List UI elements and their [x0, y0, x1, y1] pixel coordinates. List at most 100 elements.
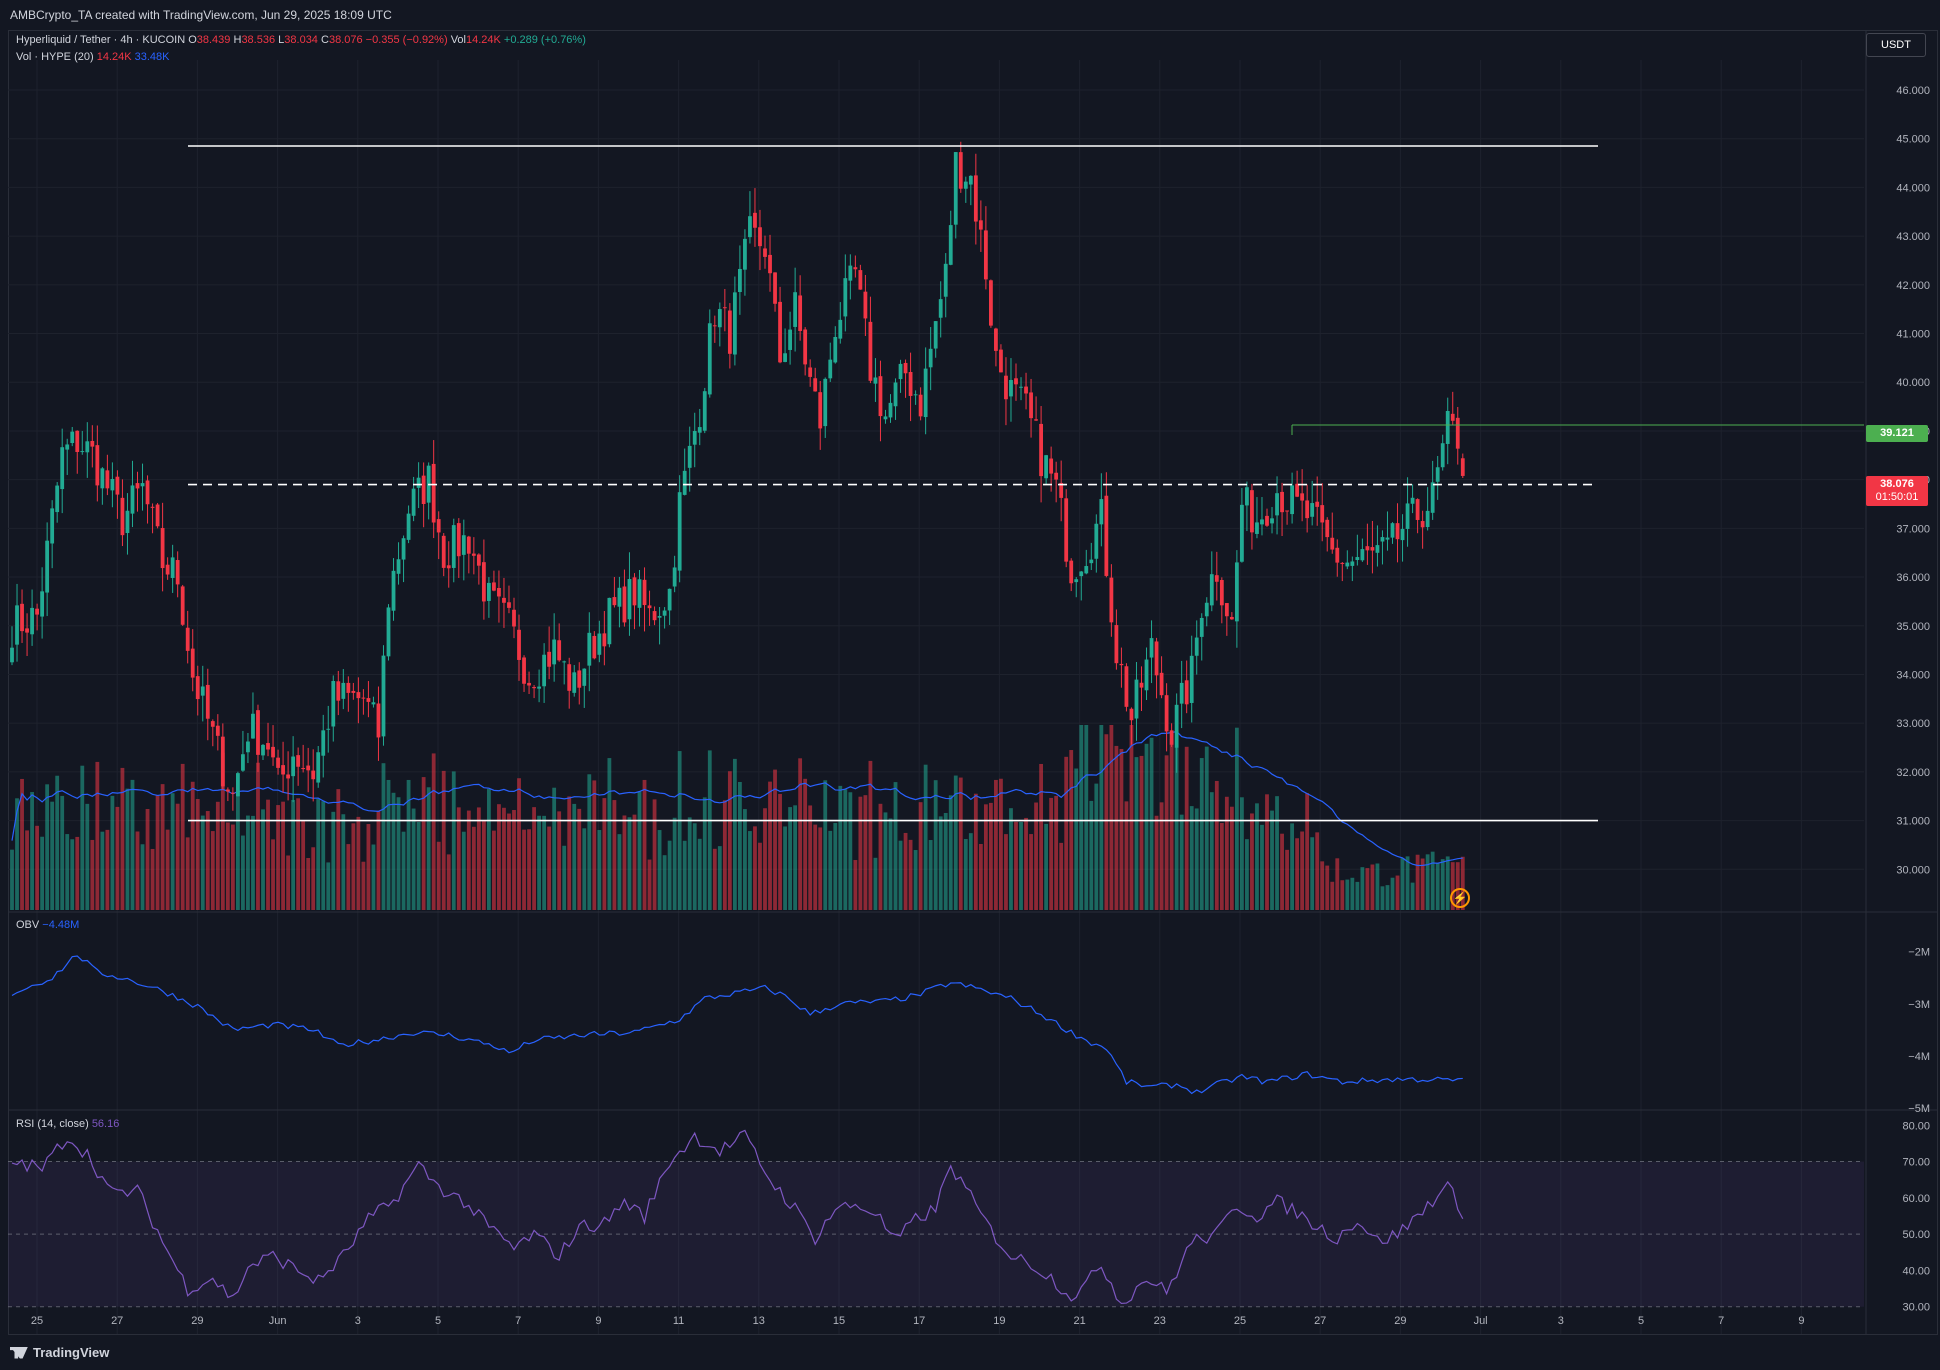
volume-bar	[1275, 796, 1279, 910]
candle-body	[1184, 680, 1189, 705]
volume-bar	[1089, 800, 1094, 910]
volume-bar	[301, 820, 306, 910]
volume-bar	[732, 758, 737, 910]
rsi-label[interactable]: RSI (14, close)	[16, 1118, 89, 1130]
candle-body	[346, 682, 351, 693]
candle-body	[200, 686, 205, 696]
volume-bar	[426, 787, 431, 910]
time-tick-label: 11	[673, 1315, 684, 1327]
candle-body	[70, 431, 75, 444]
volume-bar	[903, 832, 908, 910]
candle-body	[507, 602, 511, 608]
candle-body	[682, 470, 687, 495]
candle-body	[1039, 423, 1043, 477]
candle-body	[311, 770, 316, 780]
candle-body	[281, 765, 285, 775]
tradingview-logo[interactable]: TradingView	[10, 1345, 109, 1360]
candle-body	[1019, 386, 1023, 388]
volume-bar	[1054, 795, 1059, 910]
candle-body	[241, 754, 245, 771]
candle-body	[1119, 663, 1124, 666]
volume-bar	[773, 769, 777, 910]
lightning-icon[interactable]: ⚡	[1450, 888, 1470, 908]
volume-bar	[758, 842, 762, 910]
volume-bar	[1405, 856, 1410, 910]
volume-bar	[276, 805, 280, 910]
rsi-value: 56.16	[91, 1118, 120, 1130]
volume-bar	[607, 758, 612, 910]
volume-bar	[60, 795, 65, 910]
candle-body	[1295, 483, 1300, 497]
candle-body	[361, 697, 366, 699]
candle-body	[592, 635, 597, 659]
candle-body	[1305, 500, 1310, 519]
candle-body	[572, 672, 577, 693]
volume-bar	[943, 812, 948, 910]
volume-bar	[406, 779, 411, 910]
candle-body	[587, 632, 592, 666]
volume-bar	[471, 826, 476, 910]
volume-bar	[1194, 808, 1199, 910]
volume-bar	[487, 788, 491, 910]
volume-bar	[953, 775, 958, 910]
volume-bar	[1270, 810, 1274, 910]
candle-body	[642, 579, 647, 606]
candle-body	[928, 348, 933, 368]
candle-body	[562, 661, 567, 663]
candle-body	[1385, 537, 1390, 540]
volume-bar	[743, 809, 747, 910]
tradingview-brand: TradingView	[33, 1345, 110, 1360]
candle-body	[416, 477, 421, 488]
volume-bar	[978, 843, 983, 910]
volume-bar	[1400, 858, 1405, 910]
candle-body	[1370, 547, 1375, 551]
candle-body	[60, 447, 65, 490]
candle-body	[236, 773, 240, 797]
candle-body	[1405, 503, 1410, 529]
volume-bar	[336, 789, 341, 910]
candle-body	[722, 307, 727, 309]
candle-body	[908, 372, 913, 396]
volume-bar	[451, 771, 456, 910]
candle-body	[145, 480, 150, 505]
candle-body	[858, 270, 863, 290]
volume-bar	[85, 803, 90, 910]
candle-body	[1245, 487, 1249, 506]
candle-body	[1009, 380, 1013, 397]
time-tick-label: 13	[753, 1315, 765, 1327]
time-tick-label: 15	[833, 1315, 845, 1327]
candle-body	[1044, 455, 1049, 479]
volume-bar	[617, 834, 622, 910]
volume-bar	[813, 824, 818, 910]
candle-body	[1139, 682, 1144, 688]
volume-bar	[1234, 727, 1239, 910]
volume-bar	[1069, 750, 1074, 910]
candle-body	[697, 427, 702, 433]
volume-bar	[753, 826, 757, 910]
volume-bar	[185, 837, 190, 910]
candle-body	[667, 588, 672, 611]
price-tick-label: 41.000	[1896, 329, 1930, 341]
symbol-label[interactable]: Hyperliquid / Tether · 4h · KUCOIN	[16, 34, 186, 46]
volume-bar	[567, 796, 572, 910]
countdown: 01:50:01	[1875, 491, 1919, 503]
volume-bar	[381, 763, 386, 910]
volume-indicator-label[interactable]: Vol · HYPE (20)	[16, 51, 94, 63]
volume-bar	[828, 830, 833, 910]
currency-button[interactable]: USDT	[1866, 33, 1926, 57]
candle-body	[803, 329, 808, 365]
volume-value: 14.24K	[465, 34, 501, 46]
candle-body	[1074, 579, 1079, 583]
volume-bar	[90, 839, 95, 910]
candle-body	[150, 506, 155, 508]
volume-bar	[1014, 821, 1018, 910]
volume-bar	[989, 802, 993, 910]
price-tick-label: 37.000	[1896, 523, 1930, 535]
candle-body	[431, 463, 436, 523]
volume-bar	[682, 840, 687, 910]
volume-bar	[421, 777, 426, 910]
obv-label[interactable]: OBV	[16, 919, 40, 931]
candle-body	[888, 402, 893, 418]
candle-body	[1224, 603, 1229, 617]
